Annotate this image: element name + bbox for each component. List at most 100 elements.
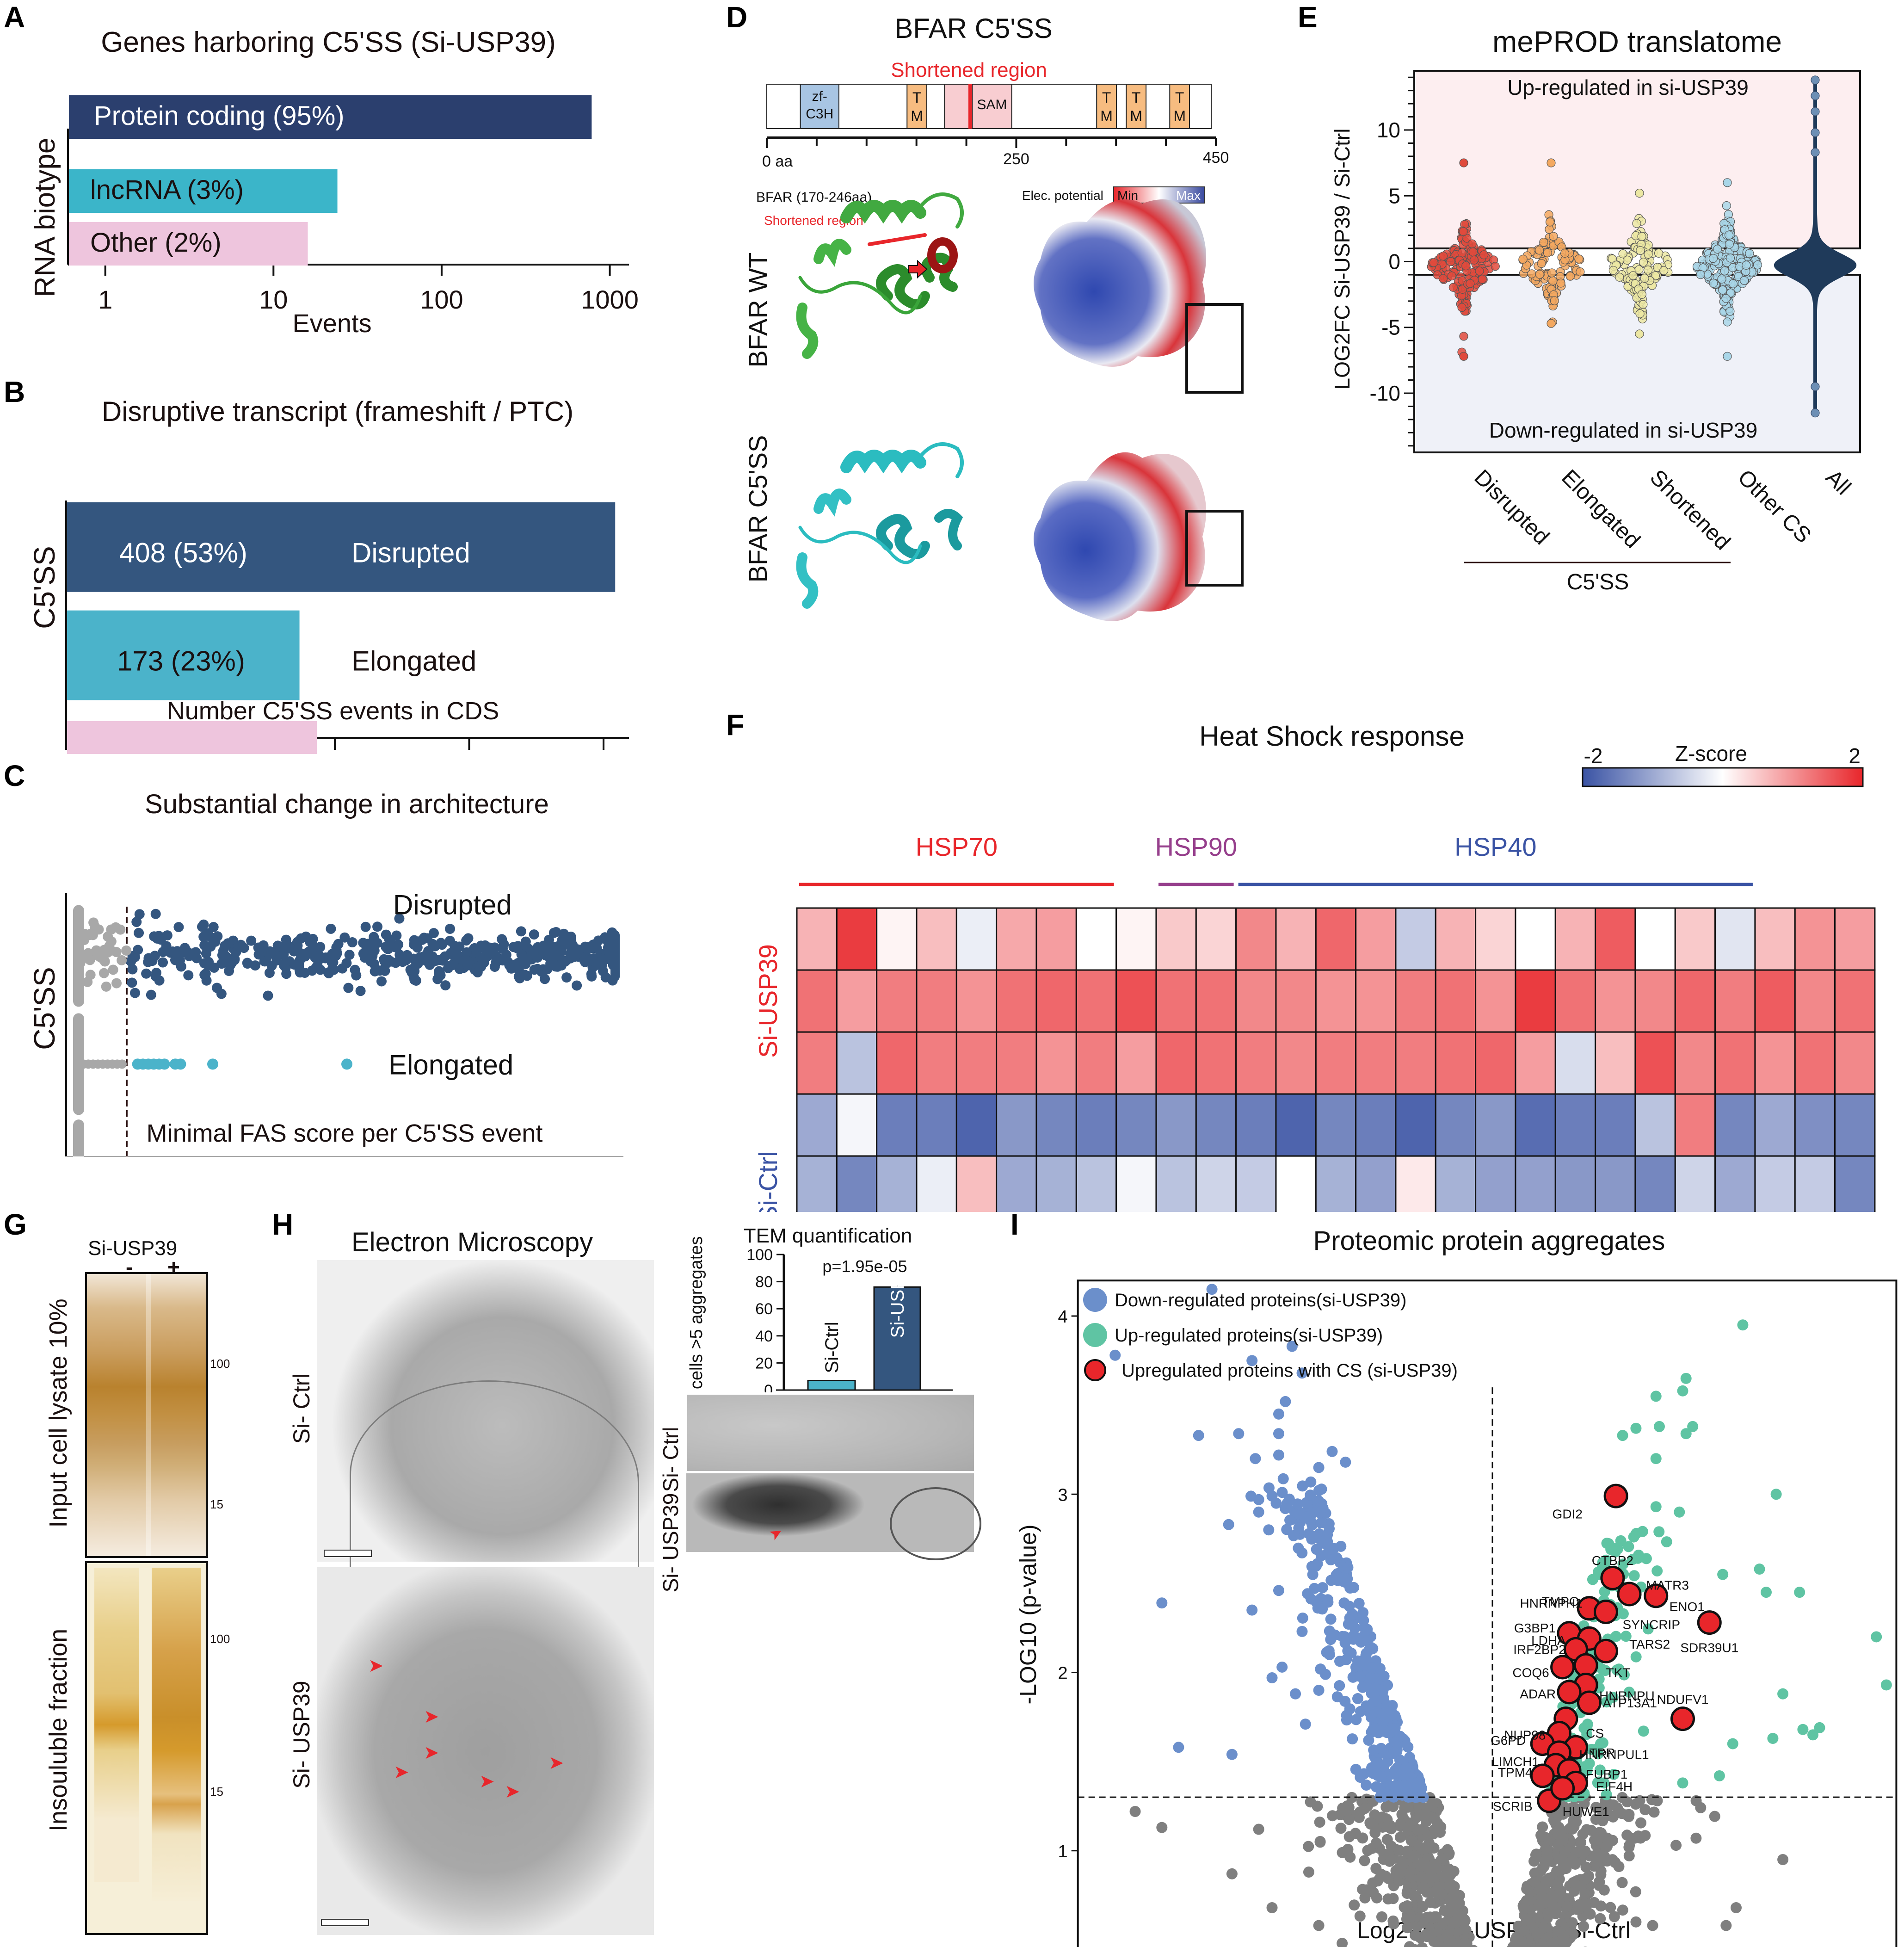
heatmap-cell xyxy=(876,907,918,971)
aa-axis-label: 450 xyxy=(1203,149,1229,167)
heatmap-cell xyxy=(955,1093,998,1157)
chart-i-point-down xyxy=(1366,1662,1377,1674)
chart-i-point-ns xyxy=(1359,1855,1370,1867)
aa-axis-label: 250 xyxy=(1003,150,1029,168)
heatmap-cell xyxy=(1075,1031,1117,1095)
chart-i-point-cs xyxy=(1644,1583,1669,1608)
chart-i-point-down xyxy=(1315,1550,1327,1562)
heatmap-cell xyxy=(796,969,838,1033)
chart-c-point xyxy=(150,909,161,919)
chart-i-point-ns xyxy=(1566,1823,1578,1835)
chart-i-point-ns xyxy=(1343,1814,1355,1825)
chart-c-point xyxy=(250,960,260,971)
heatmap-cell xyxy=(836,1155,878,1212)
chart-i-point-cs xyxy=(1670,1706,1695,1731)
chart-h-ylabel: % cells >5 aggregates xyxy=(687,1236,706,1392)
chart-i-point-ns xyxy=(1549,1816,1560,1828)
chart-i-point-cs xyxy=(1557,1680,1582,1705)
chart-i-point-ns xyxy=(1538,1922,1550,1934)
chart-i-point-ns xyxy=(1436,1889,1448,1900)
chart-c-point xyxy=(129,988,140,998)
chart-i-point-ns xyxy=(1388,1918,1399,1929)
chart-i-point-ns xyxy=(1579,1845,1591,1857)
chart-a-xlabel: Events xyxy=(292,309,371,338)
chart-c-point xyxy=(600,972,611,983)
chart-i-point-up xyxy=(1638,1725,1649,1737)
em-title: Electron Microscopy xyxy=(351,1227,593,1257)
chart-i-point-ns xyxy=(1422,1830,1433,1842)
chart-i-gene-label: NUP98 xyxy=(1504,1728,1546,1742)
chart-i-point-ns xyxy=(1623,1842,1635,1853)
chart-e-point xyxy=(1740,276,1749,285)
chart-c-point xyxy=(117,955,127,965)
chart-i-point-ns xyxy=(1543,1873,1555,1884)
heatmap-cell xyxy=(1035,1093,1077,1157)
chart-c-point xyxy=(367,951,378,961)
chart-e: mePROD translatome LOG2FC Si-USP39 / Si-… xyxy=(1330,25,1861,594)
z-score-max: 2 xyxy=(1849,744,1861,768)
chart-i-point-up xyxy=(1687,1421,1699,1432)
heatmap-cell xyxy=(1435,1093,1477,1157)
heatmap-cell xyxy=(1595,907,1636,971)
panel-d-title: BFAR C5'SS xyxy=(894,13,1053,44)
chart-c-point xyxy=(409,975,420,985)
heatmap-cell xyxy=(955,969,998,1033)
chart-i-point-ns xyxy=(1346,1792,1358,1803)
lane-gap xyxy=(146,1274,151,1556)
chart-i-point-down xyxy=(1372,1757,1383,1769)
chart-c-point xyxy=(108,964,118,975)
chart-i-point-ns xyxy=(1595,1865,1607,1877)
chart-i-point-up xyxy=(1595,1738,1606,1749)
chart-i-point-ns xyxy=(1532,1912,1544,1924)
heatmap-cell xyxy=(1395,1031,1436,1095)
chart-e-point xyxy=(1635,309,1645,318)
chart-e-point xyxy=(1478,275,1487,284)
chart-i-gene-label: SCRIB xyxy=(1493,1799,1533,1813)
heatmap-col-group-label: HSP40 xyxy=(1454,832,1536,861)
chart-c-point xyxy=(242,958,253,969)
panel-label-b: B xyxy=(4,375,25,408)
chart-i-gene-label: HUWE1 xyxy=(1563,1805,1609,1819)
chart-i-point-down xyxy=(1109,1349,1121,1361)
protein-domain-label: M xyxy=(911,108,923,124)
chart-a-bar xyxy=(69,95,592,139)
chart-i-point-ns xyxy=(1387,1801,1399,1812)
chart-h-bar xyxy=(807,1379,856,1391)
chart-i-point-ns xyxy=(1572,1804,1584,1815)
bfar-wt-surface-box xyxy=(1185,303,1244,394)
chart-c-point xyxy=(175,1058,186,1070)
chart-i-point-ns xyxy=(1253,1823,1264,1835)
aggregate-arrow-icon: ➤ xyxy=(505,1781,520,1802)
heatmap-cell xyxy=(1195,1155,1237,1212)
chart-c-point xyxy=(281,969,292,979)
heatmap-cell xyxy=(1035,1155,1077,1212)
blot-insoluble-label: Insouluble fraction xyxy=(44,1628,72,1832)
chart-e-point xyxy=(1713,245,1722,254)
heatmap-cell xyxy=(1554,1093,1596,1157)
chart-c-point xyxy=(111,922,121,933)
aggregate-arrow-icon: ➤ xyxy=(548,1753,564,1773)
chart-i-gene-label: COQ6 xyxy=(1512,1666,1549,1680)
em-image-ctrl xyxy=(317,1260,654,1577)
chart-c-point xyxy=(217,950,228,960)
chart-e-point xyxy=(1639,300,1648,309)
chart-a-title: Genes harboring C5'SS (Si-USP39) xyxy=(101,26,556,58)
chart-i-point-ns xyxy=(1535,1830,1547,1842)
chart-a-ylabel: RNA biotype xyxy=(29,138,61,297)
chart-i-point-ns xyxy=(1593,1879,1605,1891)
chart-i-point-ns xyxy=(1420,1816,1432,1827)
chart-i-point-ns xyxy=(1382,1893,1394,1905)
chart-c-point xyxy=(210,936,221,947)
chart-c-point xyxy=(337,963,348,974)
chart-e-ytick-label: 10 xyxy=(1377,118,1400,142)
chart-i-point-ns xyxy=(1612,1802,1623,1814)
scale-bar xyxy=(324,1550,372,1557)
chart-i-point-ns xyxy=(1639,1830,1651,1842)
chart-c-point xyxy=(445,924,456,934)
chart-i-point-ns xyxy=(1545,1894,1557,1905)
chart-c-point xyxy=(277,941,287,952)
heatmap-cell xyxy=(1515,969,1556,1033)
chart-i-gene-label: TPM4 xyxy=(1498,1765,1533,1780)
chart-e-point xyxy=(1429,258,1438,267)
chart-i-gene-label: LDHA xyxy=(1531,1633,1566,1648)
